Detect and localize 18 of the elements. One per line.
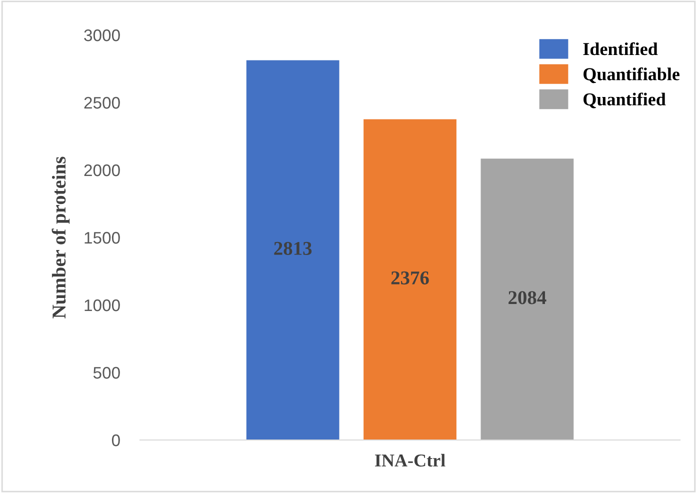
legend-label: Identified bbox=[583, 42, 658, 56]
bar bbox=[480, 158, 574, 440]
y-tick-label: 3000 bbox=[84, 29, 120, 42]
y-tick-label: 2000 bbox=[84, 164, 120, 176]
data-label: 2813 bbox=[274, 242, 312, 255]
data-label: 2084 bbox=[508, 291, 546, 304]
y-tick-label: 0 bbox=[112, 434, 120, 446]
y-axis-title: Number of proteins bbox=[52, 156, 70, 318]
x-tick-label: INA-Ctrl bbox=[375, 454, 446, 467]
bar bbox=[246, 60, 340, 440]
legend-label: Quantifiable bbox=[584, 67, 680, 84]
y-tick-label: 500 bbox=[93, 366, 120, 379]
y-tick-label: 1500 bbox=[84, 232, 120, 244]
legend-label: Quantified bbox=[584, 92, 666, 108]
data-label: 2376 bbox=[391, 271, 429, 284]
y-tick-label: 2500 bbox=[84, 96, 120, 109]
bar bbox=[364, 119, 456, 440]
y-tick-label: 1000 bbox=[84, 299, 120, 312]
